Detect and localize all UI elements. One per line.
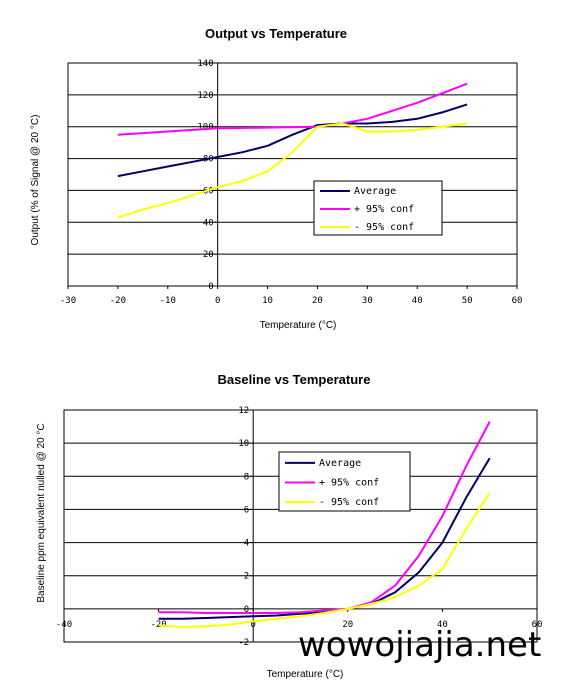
chart1-legend-label: + 95% conf xyxy=(354,204,414,215)
chart1-x-axis-label: Temperature (°C) xyxy=(260,320,337,331)
chart1-y-tick-label: 20 xyxy=(203,250,214,260)
chart1-x-tick-label: 10 xyxy=(262,296,273,306)
chart2-x-tick-label: 60 xyxy=(532,620,543,630)
chart1-y-axis-label: Output (% of Signal @ 20 °C) xyxy=(30,115,41,246)
chart2-legend-label: + 95% conf xyxy=(319,478,379,489)
chart2-y-tick-label: 10 xyxy=(238,439,249,449)
chart1-x-tick-label: 60 xyxy=(512,296,523,306)
chart1-x-tick-label: -20 xyxy=(110,296,126,306)
chart2-y-tick-label: 4 xyxy=(244,539,249,549)
chart1-series-line-3 xyxy=(117,122,468,219)
chart1-y-tick-label: 0 xyxy=(208,282,213,292)
chart2-series-line-3 xyxy=(158,492,491,629)
chart1-legend-label: Average xyxy=(354,186,396,197)
chart1-y-tick-label: 120 xyxy=(197,91,213,101)
chart1-x-tick-label: 50 xyxy=(462,296,473,306)
chart1-x-tick-label: 0 xyxy=(215,296,220,306)
chart1-y-tick-label: 60 xyxy=(203,186,214,196)
chart1-x-tick-label: -10 xyxy=(160,296,176,306)
watermark-text: wowojiajia.net xyxy=(298,625,542,665)
chart2-x-tick-label: 40 xyxy=(437,620,448,630)
chart1-title: Output vs Temperature xyxy=(205,26,347,41)
chart2-title: Baseline vs Temperature xyxy=(218,372,371,387)
chart2-x-tick-label: 0 xyxy=(250,620,255,630)
watermark: wowojiajia.net xyxy=(298,625,587,685)
chart2-y-tick-label: 8 xyxy=(244,472,249,482)
chart1-x-tick-label: 40 xyxy=(412,296,423,306)
chart2-x-tick-label: -40 xyxy=(56,620,72,630)
chart1-x-tick-label: 20 xyxy=(312,296,323,306)
chart1-legend-label: - 95% conf xyxy=(354,222,414,233)
chart1-y-tick-label: 100 xyxy=(197,123,213,133)
chart1-plot-area xyxy=(67,62,518,287)
chart2-y-axis-label: Baseline ppm equivalent nulled @ 20 °C xyxy=(36,423,47,602)
chart2-y-tick-label: 0 xyxy=(244,605,249,615)
chart1-x-tick-label: -30 xyxy=(60,296,76,306)
chart2-plot-area xyxy=(63,409,538,643)
chart1-x-tick-label: 30 xyxy=(362,296,373,306)
chart2-x-tick-label: 20 xyxy=(342,620,353,630)
chart2-legend-label: - 95% conf xyxy=(319,497,379,508)
chart1-series-line-1 xyxy=(117,103,468,178)
chart2-series-line-2 xyxy=(158,421,491,614)
chart2-y-tick-label: 12 xyxy=(238,406,249,416)
chart2-legend-label: Average xyxy=(319,458,361,469)
output-vs-temperature-chart: Output vs Temperature020406080100120140-… xyxy=(30,26,523,331)
chart2-y-tick-label: -2 xyxy=(238,638,249,648)
chart1-y-tick-label: 40 xyxy=(203,218,214,228)
chart2-x-axis-label: Temperature (°C) xyxy=(267,669,344,680)
chart2-y-tick-label: 2 xyxy=(244,572,249,582)
chart2-y-tick-label: 6 xyxy=(244,505,249,515)
chart2-x-tick-label: -20 xyxy=(150,620,166,630)
chart1-y-tick-label: 140 xyxy=(197,59,213,69)
